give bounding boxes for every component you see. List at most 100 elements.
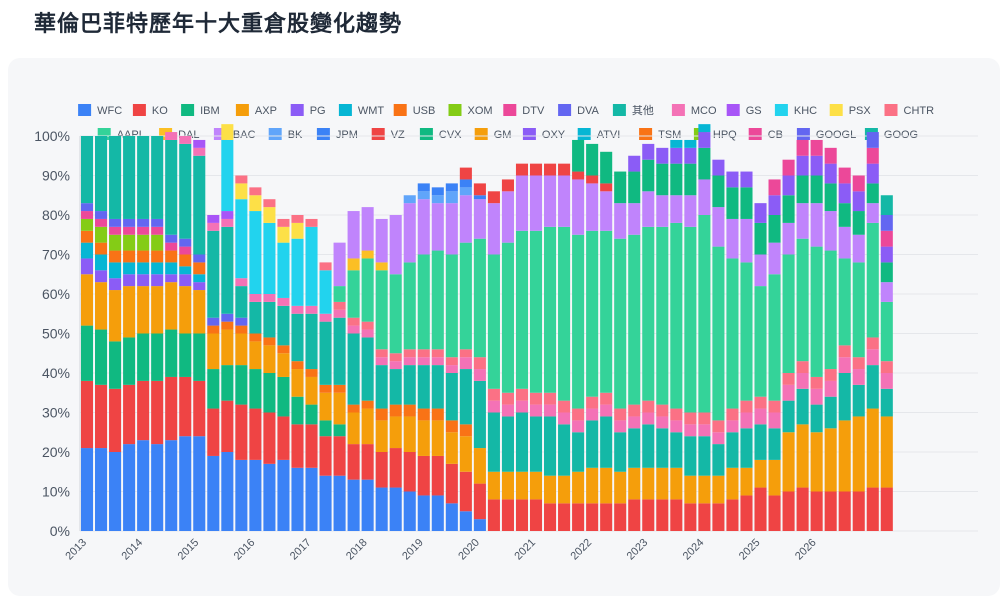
bar-segment-bac[interactable]: [529, 175, 543, 231]
bar-segment-bac[interactable]: [712, 207, 725, 247]
bar-segment-axp[interactable]: [740, 467, 753, 496]
bar-segment-chtr[interactable]: [277, 218, 290, 227]
bar-segment-axp[interactable]: [600, 467, 613, 504]
bar-segment-axp[interactable]: [473, 448, 486, 484]
legend-item-gs[interactable]: GS: [726, 104, 762, 117]
bar-segment-ko[interactable]: [642, 499, 655, 531]
bar-segment-cvx[interactable]: [642, 159, 655, 192]
bar-segment-bac[interactable]: [403, 203, 416, 263]
bar-segment-other[interactable]: [109, 136, 122, 219]
bar-segment-bac[interactable]: [810, 203, 823, 247]
bar-segment-aapl[interactable]: [740, 262, 753, 401]
bar-segment-other[interactable]: [459, 369, 472, 425]
bar-segment-chtr[interactable]: [852, 357, 865, 370]
bar-segment-ibm[interactable]: [123, 337, 136, 385]
bar-segment-ko[interactable]: [333, 436, 346, 476]
bar-segment-ibm[interactable]: [80, 325, 94, 381]
bar-segment-other[interactable]: [544, 416, 557, 476]
bar-segment-cvx[interactable]: [600, 151, 613, 184]
bar-segment-axp[interactable]: [880, 416, 893, 488]
bar-segment-axp[interactable]: [207, 333, 220, 370]
bar-segment-bk[interactable]: [431, 195, 444, 204]
bar-segment-vz[interactable]: [529, 163, 543, 176]
bar-segment-axp[interactable]: [80, 274, 94, 326]
bar-segment-dva[interactable]: [109, 218, 122, 227]
bar-segment-aapl[interactable]: [866, 222, 879, 338]
bar-segment-other[interactable]: [389, 369, 402, 405]
bar-segment-vz[interactable]: [544, 163, 557, 176]
bar-segment-ko[interactable]: [726, 499, 739, 531]
bar-segment-cvx[interactable]: [796, 175, 809, 204]
legend-item-oxy[interactable]: OXY: [522, 128, 566, 141]
bar-segment-dva[interactable]: [207, 317, 220, 326]
bar-segment-aapl[interactable]: [796, 238, 809, 362]
bar-segment-oxy[interactable]: [642, 143, 655, 160]
bar-segment-ko[interactable]: [305, 424, 318, 468]
bar-segment-aapl[interactable]: [459, 242, 472, 350]
bar-segment-bk[interactable]: [445, 191, 458, 204]
bar-segment-chtr[interactable]: [417, 349, 430, 358]
bar-segment-other[interactable]: [558, 424, 571, 476]
bar-segment-xom[interactable]: [137, 234, 150, 251]
bar-segment-bac[interactable]: [670, 195, 683, 223]
bar-segment-ko[interactable]: [445, 463, 458, 504]
bar-segment-xom[interactable]: [151, 234, 164, 251]
bar-segment-other[interactable]: [600, 416, 613, 468]
bar-segment-axp[interactable]: [235, 333, 248, 366]
bar-segment-oxy[interactable]: [726, 171, 739, 188]
bar-segment-aapl[interactable]: [754, 286, 767, 397]
bar-segment-axp[interactable]: [277, 353, 290, 377]
bar-segment-ko[interactable]: [628, 499, 641, 531]
bar-segment-atvi[interactable]: [684, 139, 697, 148]
bar-segment-mco[interactable]: [263, 294, 276, 302]
bar-segment-bac[interactable]: [572, 179, 585, 235]
bar-segment-psx[interactable]: [221, 124, 234, 140]
bar-segment-vz[interactable]: [558, 163, 571, 176]
bar-segment-aapl[interactable]: [501, 242, 514, 393]
bar-segment-mco[interactable]: [670, 420, 683, 433]
bar-segment-axp[interactable]: [614, 471, 627, 504]
bar-segment-dva[interactable]: [193, 254, 206, 263]
bar-segment-aapl[interactable]: [684, 226, 697, 413]
bar-segment-axp[interactable]: [656, 467, 669, 500]
bar-segment-cvx[interactable]: [684, 163, 697, 196]
bar-segment-vz[interactable]: [487, 191, 500, 204]
bar-segment-usb[interactable]: [137, 250, 150, 263]
bar-segment-aapl[interactable]: [389, 274, 402, 354]
bar-segment-wfc[interactable]: [459, 511, 472, 531]
legend-item-pg[interactable]: PG: [290, 104, 326, 117]
legend-item-atvi[interactable]: ATVI: [577, 128, 621, 141]
bar-segment-cvx[interactable]: [880, 262, 893, 283]
bar-segment-other[interactable]: [123, 136, 136, 219]
bar-segment-chtr[interactable]: [628, 404, 641, 417]
bar-segment-mco[interactable]: [431, 357, 444, 366]
bar-segment-other[interactable]: [698, 436, 711, 476]
legend-item-cb[interactable]: CB: [748, 128, 783, 141]
bar-segment-wfc[interactable]: [417, 495, 430, 531]
bar-segment-usb[interactable]: [151, 250, 164, 263]
bar-segment-wfc[interactable]: [473, 519, 486, 531]
bar-segment-mco[interactable]: [726, 420, 739, 433]
bar-segment-ko[interactable]: [95, 384, 108, 449]
bar-segment-other[interactable]: [179, 143, 192, 239]
bar-segment-other[interactable]: [80, 136, 94, 204]
bar-segment-oxy[interactable]: [656, 147, 669, 164]
bar-segment-wfc[interactable]: [151, 444, 164, 531]
bar-segment-wfc[interactable]: [333, 475, 346, 531]
bar-segment-ibm[interactable]: [109, 341, 122, 389]
bar-segment-mco[interactable]: [501, 404, 514, 417]
bar-segment-cvx[interactable]: [698, 147, 711, 180]
bar-segment-axp[interactable]: [263, 345, 276, 373]
bar-segment-khc[interactable]: [291, 238, 304, 306]
bar-segment-mco[interactable]: [235, 278, 248, 287]
bar-segment-mco[interactable]: [810, 388, 823, 405]
bar-segment-wfc[interactable]: [137, 440, 150, 531]
bar-segment-oxy[interactable]: [880, 246, 893, 263]
bar-segment-mco[interactable]: [586, 408, 599, 421]
bar-segment-ko[interactable]: [670, 499, 683, 531]
bar-segment-bac[interactable]: [487, 203, 500, 255]
bar-segment-other[interactable]: [207, 230, 220, 318]
bar-segment-chtr[interactable]: [459, 349, 472, 358]
bar-segment-other[interactable]: [684, 436, 697, 476]
bar-segment-other[interactable]: [445, 373, 458, 421]
